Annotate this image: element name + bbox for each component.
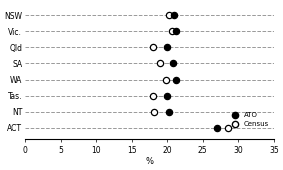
Legend: ATO, Census: ATO, Census — [226, 111, 271, 129]
X-axis label: %: % — [145, 157, 153, 166]
